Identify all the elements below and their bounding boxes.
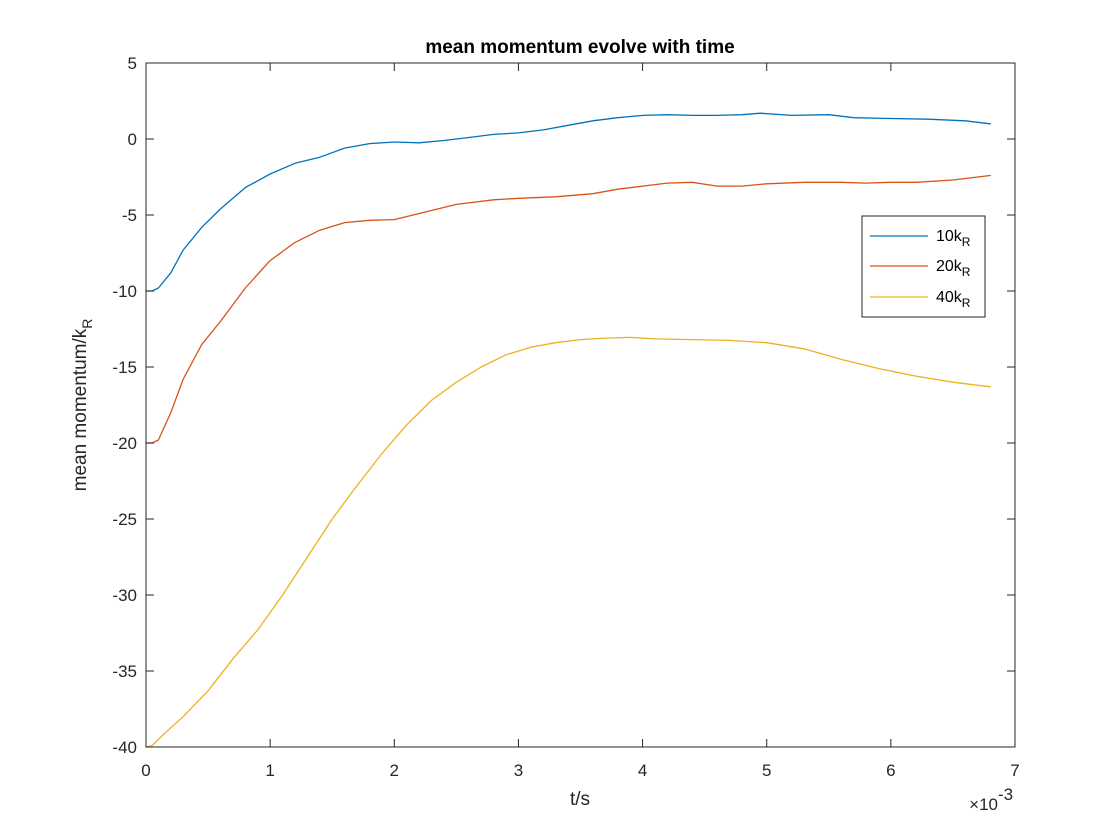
legend-label-20kR-main: 20k: [936, 258, 963, 275]
y-tick-label: -40: [112, 738, 137, 757]
series-line-40kR: [145, 336, 991, 748]
y-tick-label: -30: [112, 586, 137, 605]
legend-label-10kR-main: 10k: [936, 228, 963, 245]
x-tick-label: 4: [638, 761, 647, 780]
x-exponent-power: -3: [998, 785, 1013, 804]
x-axis-label: t/s: [570, 789, 590, 810]
x-tick-label: 2: [390, 761, 399, 780]
legend-label-40kR-sub: R: [962, 296, 971, 310]
series-line-20kR: [145, 174, 991, 444]
x-tick-label: 5: [762, 761, 771, 780]
y-tick-label: -25: [112, 510, 137, 529]
y-axis-label: mean momentum/kR: [70, 319, 95, 492]
y-axis-label-main: mean momentum/k: [70, 328, 91, 491]
y-tick-label: 0: [128, 130, 137, 149]
y-tick-label: -15: [112, 358, 137, 377]
y-tick-label: -10: [112, 282, 137, 301]
legend-label-10kR-sub: R: [962, 235, 971, 249]
series-layer: [145, 112, 991, 748]
legend-label-20kR: 20kR: [936, 258, 971, 279]
ticks-layer: 0 1 2 3 4 5 6 7 5 0 -5 -10 -15 -20 -25 -30 -35 -40: [112, 54, 1019, 780]
legend: 10kR 20kR 40kR: [861, 215, 986, 318]
y-tick-label: -5: [122, 206, 137, 225]
x-tick-label: 1: [265, 761, 274, 780]
x-tick-label: 0: [141, 761, 150, 780]
y-axis-label-subscript: R: [79, 319, 95, 329]
legend-label-40kR: 40kR: [936, 289, 971, 310]
legend-label-40kR-main: 40k: [936, 289, 963, 306]
chart-title: mean momentum evolve with time: [425, 37, 734, 58]
legend-label-20kR-sub: R: [962, 265, 971, 279]
series-line-10kR: [145, 112, 991, 292]
axes-box: [145, 62, 1016, 748]
x-tick-label: 7: [1010, 761, 1019, 780]
y-tick-label: 5: [128, 54, 137, 73]
x-tick-label: 3: [514, 761, 523, 780]
plot-area: [146, 63, 1015, 747]
x-tick-label: 6: [886, 761, 895, 780]
legend-label-10kR: 10kR: [936, 228, 971, 249]
y-tick-label: -20: [112, 434, 137, 453]
x-exponent-base: ×10: [969, 795, 998, 814]
y-tick-label: -35: [112, 662, 137, 681]
